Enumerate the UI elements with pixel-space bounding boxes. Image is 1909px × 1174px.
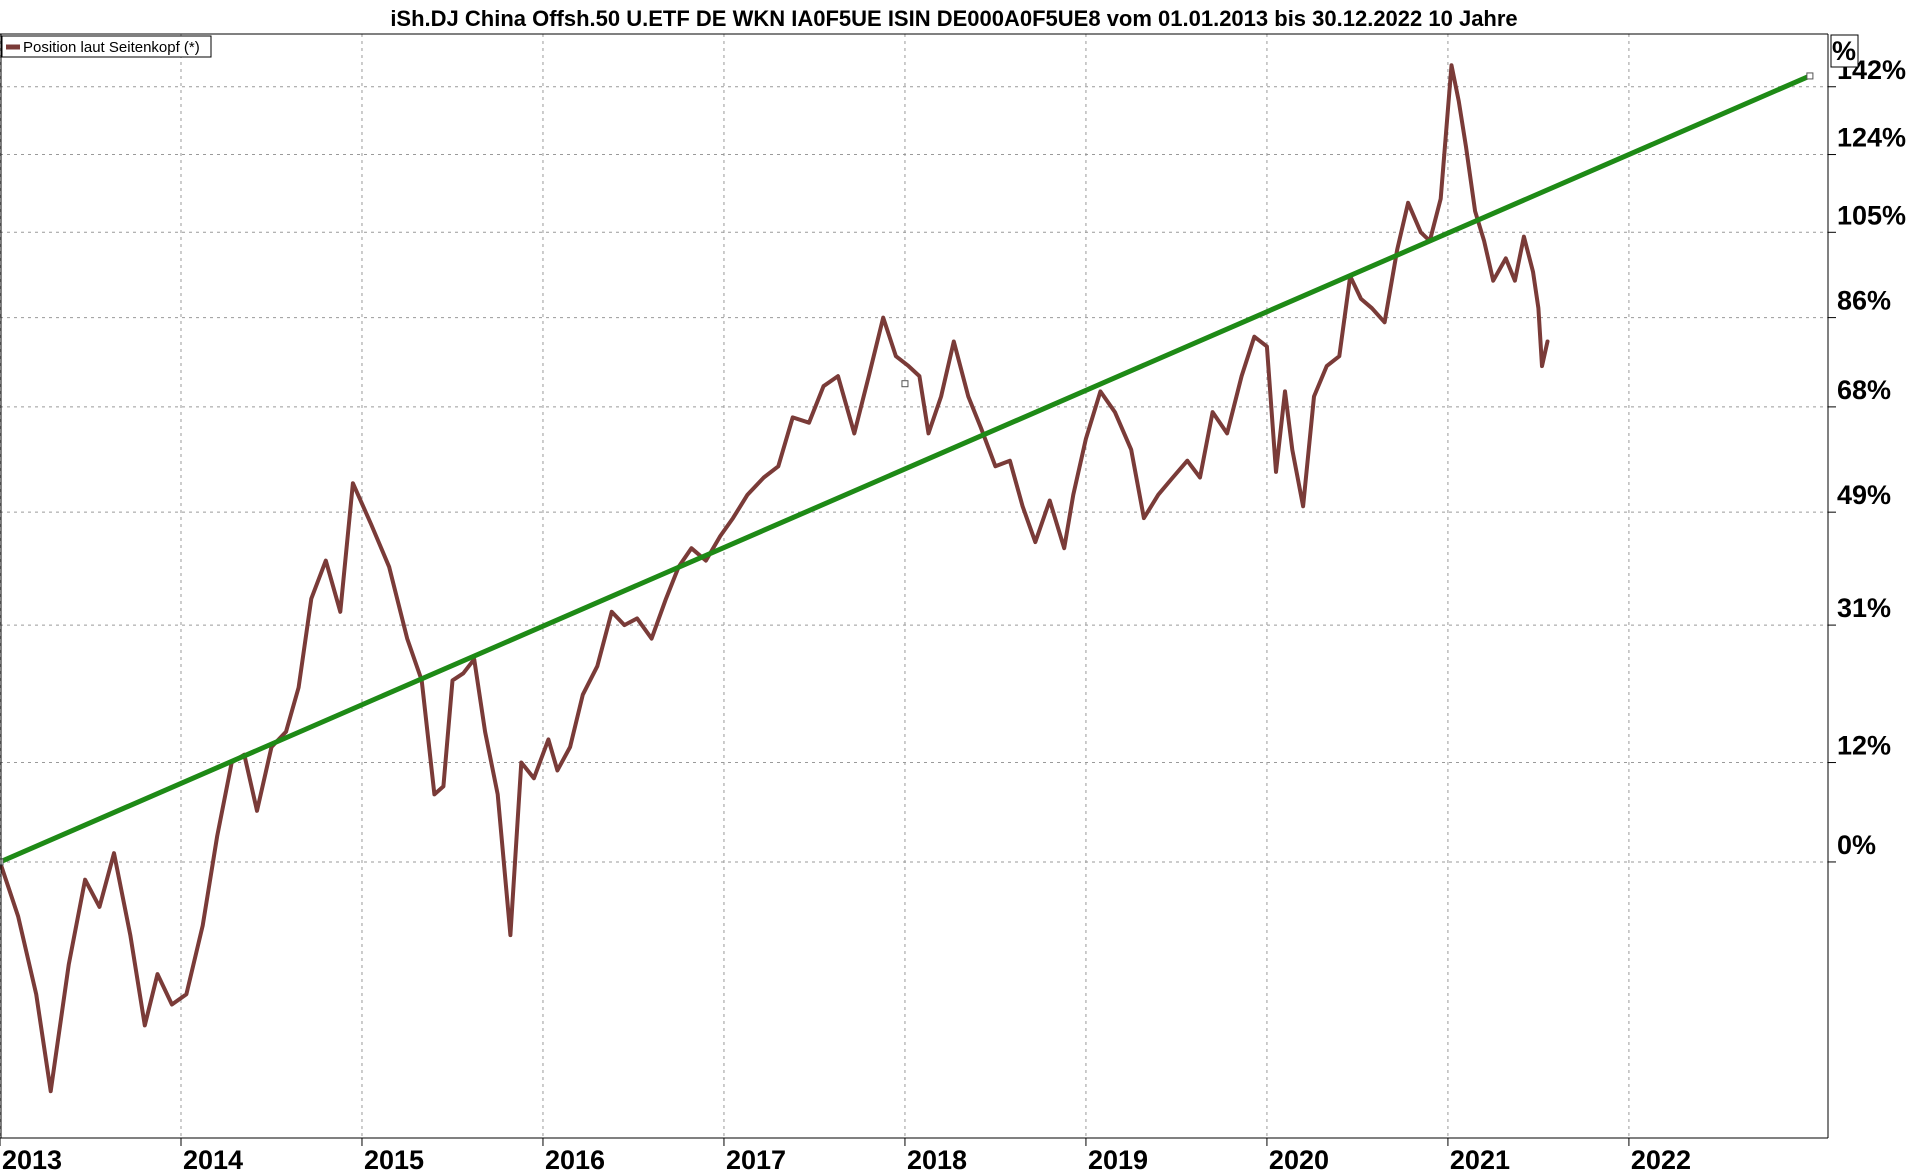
- x-tick-label: 2021: [1450, 1145, 1510, 1174]
- y-unit-label: %: [1832, 36, 1856, 66]
- x-tick-label: 2018: [907, 1145, 967, 1174]
- y-tick-label: 68%: [1837, 375, 1891, 405]
- x-tick-label: 2022: [1631, 1145, 1691, 1174]
- y-tick-label: 12%: [1837, 731, 1891, 761]
- y-tick-label: 105%: [1837, 200, 1906, 230]
- legend: Position laut Seitenkopf (*): [1, 35, 212, 58]
- x-tick-label: 2017: [726, 1145, 786, 1174]
- x-tick-label: 2015: [364, 1145, 424, 1174]
- axis-layer: 2013 2014 2015 2016 2017 2018 2019 2020 2021 2022…: [0, 33, 1906, 1174]
- x-tick-label: 2016: [545, 1145, 605, 1174]
- x-tick-label: 2019: [1088, 1145, 1148, 1174]
- trend-line: [0, 73, 1813, 865]
- y-unit-frame: [1830, 34, 1859, 68]
- y-tick-label: 31%: [1837, 593, 1891, 623]
- y-tick-label: 86%: [1837, 286, 1891, 316]
- series-layer: [0, 63, 1814, 1094]
- x-tick-label: 2020: [1269, 1145, 1329, 1174]
- grid-layer: [0, 34, 1828, 1138]
- y-tick-label: 124%: [1837, 123, 1906, 153]
- y-unit-box: %: [1830, 34, 1859, 68]
- trend-line-handle: [901, 380, 909, 388]
- x-tick-label: 2014: [183, 1145, 243, 1174]
- y-tick-label: 49%: [1837, 480, 1891, 510]
- price-series-line: [0, 63, 1550, 1094]
- legend-label: Position laut Seitenkopf (*): [23, 39, 200, 56]
- legend-box: [1, 35, 212, 58]
- x-tick-label: 2013: [2, 1145, 62, 1174]
- y-tick-label: 0%: [1837, 830, 1876, 860]
- trend-line-handle: [1806, 72, 1814, 80]
- chart-title: iSh.DJ China Offsh.50 U.ETF DE WKN IA0F5…: [390, 6, 1517, 31]
